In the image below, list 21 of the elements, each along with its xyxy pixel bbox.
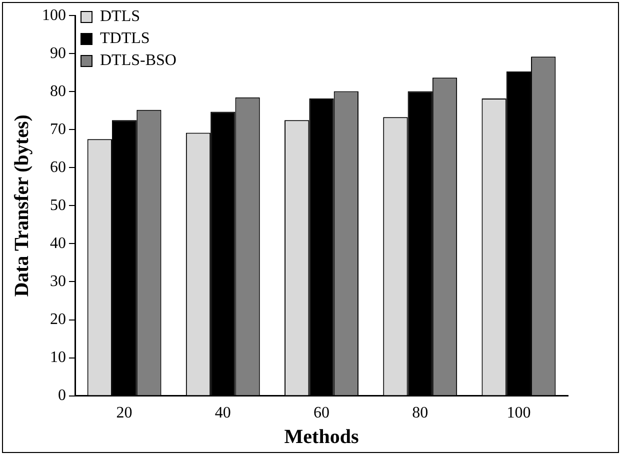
x-tick-label: 20	[116, 404, 132, 422]
x-axis-title: Methods	[284, 426, 359, 448]
y-tick-label: 20	[50, 310, 66, 328]
y-tick-label: 40	[50, 234, 66, 252]
legend-label: DTLS-BSO	[100, 52, 176, 70]
x-tick-label: 40	[214, 404, 231, 422]
y-tick-label: 70	[50, 120, 66, 138]
y-tick-label: 50	[50, 196, 66, 214]
y-tick-label: 90	[50, 44, 66, 62]
y-tick-label: 60	[50, 158, 66, 176]
legend-label: TDTLS	[100, 30, 150, 48]
y-tick-label: 10	[50, 348, 66, 366]
y-axis-title: Data Transfer (bytes)	[11, 114, 34, 297]
y-tick-label: 0	[58, 387, 66, 404]
x-tick-label: 100	[506, 404, 531, 422]
x-tick-label: 60	[314, 404, 330, 422]
y-tick-label: 100	[42, 6, 66, 24]
y-tick-label: 80	[50, 82, 66, 100]
x-tick-label: 80	[412, 404, 428, 422]
legend-label: DTLS	[100, 8, 140, 26]
y-tick-label: 30	[50, 272, 66, 290]
